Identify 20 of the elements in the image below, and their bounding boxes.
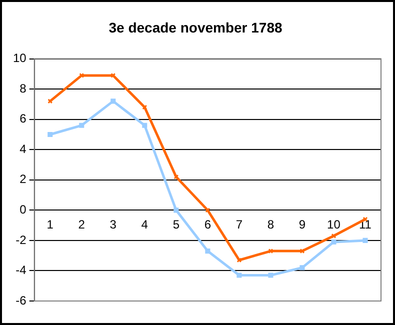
y-tick-label: -6 [16, 293, 27, 308]
x-tick-label: 7 [236, 218, 243, 232]
chart-title: 3e decade november 1788 [108, 19, 282, 36]
x-tick-label: 10 [327, 218, 341, 232]
y-tick-label: -4 [16, 263, 27, 278]
x-tick-label: 1 [46, 218, 54, 232]
y-tick-label: 4 [20, 142, 27, 156]
x-tick-label: 2 [78, 218, 86, 232]
x-tick-label: 8 [267, 218, 274, 232]
y-tick-label: 10 [12, 51, 27, 66]
x-tick-label: 5 [172, 218, 180, 232]
x-tick-label: 3 [110, 218, 117, 232]
x-tick-label: 4 [141, 218, 148, 232]
y-tick-label: -2 [16, 232, 27, 247]
y-tick-label: 6 [20, 112, 27, 126]
x-tick-label: 9 [298, 218, 306, 232]
y-tick-label: 0 [20, 202, 27, 216]
y-tick-label: 2 [20, 172, 27, 186]
x-tick-label: 6 [204, 218, 212, 232]
y-tick-label: 8 [20, 81, 27, 96]
